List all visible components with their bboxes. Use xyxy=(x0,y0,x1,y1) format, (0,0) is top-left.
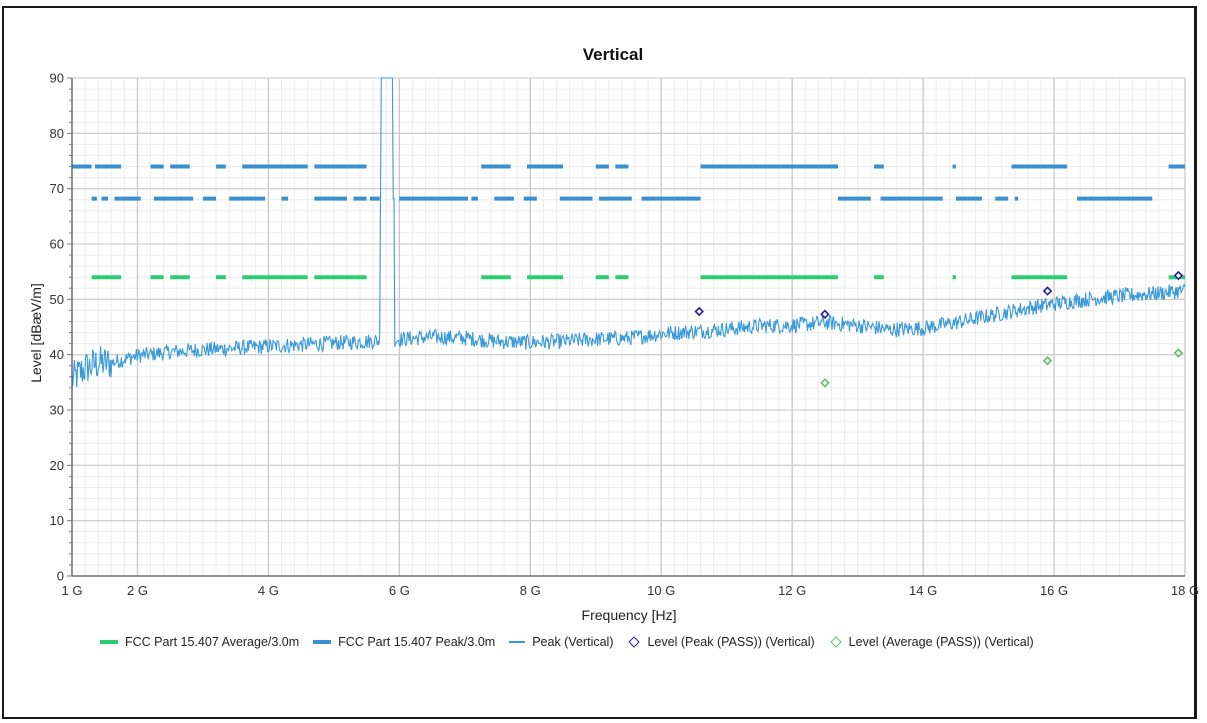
legend-swatch-peak-level xyxy=(628,636,641,648)
x-tick-label: 14 G xyxy=(909,583,937,598)
legend-swatch-avg-limit xyxy=(100,640,118,644)
tick-labels: 0 10 20 30 40 50 60 70 80 90 1 G 2 G 4 G 6 G 8 G 10 G 12… xyxy=(50,71,1199,599)
peak-trace-line xyxy=(71,77,1186,388)
y-tick-label: 0 xyxy=(57,569,64,584)
x-tick-label: 8 G xyxy=(520,583,541,598)
legend-swatch-peak-trace xyxy=(509,641,526,643)
y-tick-label: 90 xyxy=(50,71,64,86)
level-markers xyxy=(694,270,1184,388)
legend-item-avg-limit: FCC Part 15.407 Average/3.0m xyxy=(100,635,299,649)
legend-swatch-peak-limit xyxy=(313,640,332,644)
legend-label-peak-limit: FCC Part 15.407 Peak/3.0m xyxy=(338,635,496,649)
legend-label-peak-level: Level (Peak (PASS)) (Vertical) xyxy=(647,635,815,649)
avg-level-marker xyxy=(1173,348,1184,358)
legend-label-avg-level: Level (Average (PASS)) (Vertical) xyxy=(848,635,1034,649)
y-tick-label: 80 xyxy=(50,126,64,141)
axes xyxy=(67,77,1185,577)
avg-level-marker xyxy=(820,378,830,388)
legend-label-peak-trace: Peak (Vertical) xyxy=(532,635,614,649)
peak-level-marker xyxy=(820,309,830,320)
y-tick-label: 20 xyxy=(50,458,64,473)
legend-item-avg-level: Level (Average (PASS)) (Vertical) xyxy=(829,635,1034,649)
peak-trace xyxy=(71,77,1186,388)
legend-swatch-avg-level xyxy=(830,636,842,648)
grid xyxy=(71,77,1186,577)
legend-item-peak-trace: Peak (Vertical) xyxy=(509,635,613,649)
peak-level-marker xyxy=(1042,286,1053,296)
x-tick-label: 1 G xyxy=(62,583,83,598)
x-tick-label: 10 G xyxy=(647,583,675,598)
y-tick-label: 60 xyxy=(50,237,64,252)
avg-level-marker xyxy=(1042,356,1053,366)
peak-level-marker xyxy=(1173,270,1184,281)
y-tick-label: 50 xyxy=(50,292,64,307)
limit-lines xyxy=(72,164,1185,280)
chart-title: Vertical xyxy=(583,45,644,64)
chart-frame: Vertical 0 10 20 30 40 50 60 70 80 90 1 G 2 G 4 G 6 G… xyxy=(2,6,1199,719)
peak-level-marker xyxy=(694,306,704,317)
x-tick-label: 16 G xyxy=(1040,583,1068,598)
legend-item-peak-level: Level (Peak (PASS)) (Vertical) xyxy=(627,635,815,649)
y-tick-label: 40 xyxy=(50,347,64,362)
x-tick-label: 4 G xyxy=(258,583,279,598)
y-tick-label: 30 xyxy=(50,403,64,418)
y-axis-label: Level [dBæV/m] xyxy=(28,283,44,383)
x-tick-label: 2 G xyxy=(127,583,148,598)
legend-label-avg-limit: FCC Part 15.407 Average/3.0m xyxy=(125,635,300,649)
y-tick-label: 70 xyxy=(50,181,64,196)
emission-chart: Vertical 0 10 20 30 40 50 60 70 80 90 1 G 2 G 4 G 6 G… xyxy=(28,45,1199,623)
x-axis-label: Frequency [Hz] xyxy=(582,607,677,623)
legend-item-peak-limit: FCC Part 15.407 Peak/3.0m xyxy=(313,635,495,649)
x-tick-label: 6 G xyxy=(389,583,410,598)
legend: FCC Part 15.407 Average/3.0m FCC Part 15… xyxy=(100,632,1190,652)
y-tick-label: 10 xyxy=(50,513,64,528)
x-tick-label: 18 G xyxy=(1171,583,1199,598)
x-tick-label: 12 G xyxy=(778,583,806,598)
